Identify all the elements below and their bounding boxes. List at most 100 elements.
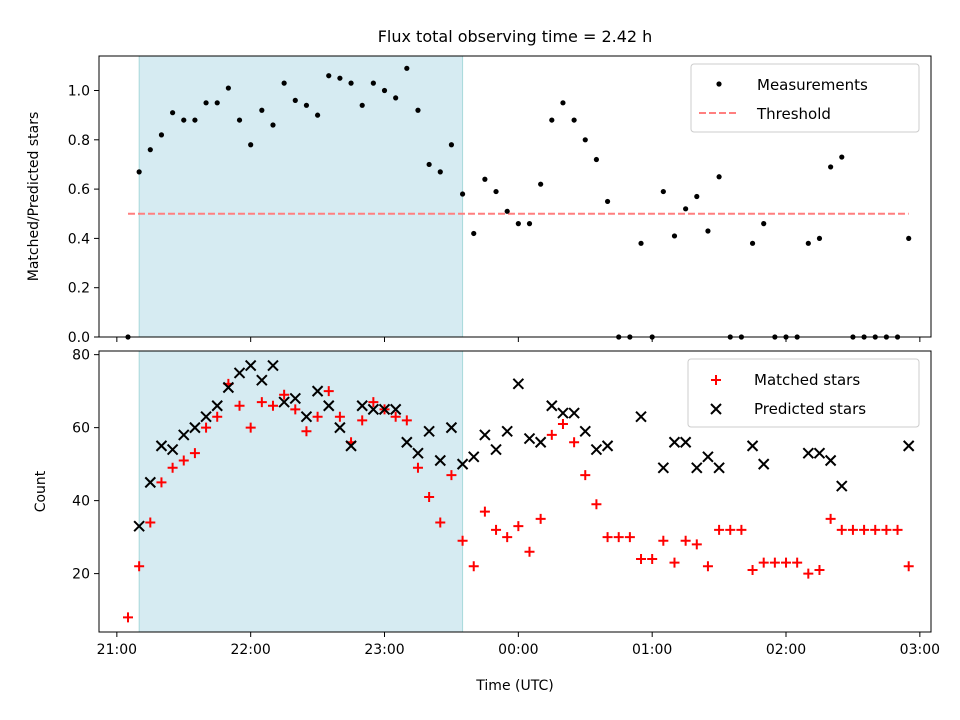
matched-star-point xyxy=(424,491,435,502)
measurement-point xyxy=(593,156,600,163)
measurement-point xyxy=(314,112,321,118)
matched-star-point xyxy=(368,397,379,408)
measurement-point xyxy=(404,65,410,71)
matched-star-point xyxy=(557,418,568,429)
matched-star-point xyxy=(769,557,780,568)
measurement-point xyxy=(828,164,834,170)
top-panel: 0.0 0.2 0.4 0.6 0.8 1.0 Matched/Predicted sta… xyxy=(26,55,932,346)
bottom-y-axis-label: Count xyxy=(33,470,49,512)
y-tick-label: 1.0 xyxy=(68,84,90,100)
measurement-point xyxy=(638,240,644,246)
predicted-star-point xyxy=(479,429,491,441)
measurement-point xyxy=(381,87,388,94)
measurement-point xyxy=(660,188,666,195)
measurement-point xyxy=(281,80,287,86)
predicted-star-point xyxy=(601,440,614,452)
matched-star-point xyxy=(803,568,814,579)
measurement-point xyxy=(761,221,767,227)
x-tick-label: 03:00 xyxy=(900,642,940,658)
matched-star-point xyxy=(334,411,345,422)
matched-star-point xyxy=(814,564,825,575)
matched-star-point xyxy=(569,437,580,448)
legend-predicted-marker xyxy=(710,403,722,415)
matched-star-point xyxy=(792,557,803,568)
legend-predicted-label: Predicted stars xyxy=(754,400,866,418)
measurement-point xyxy=(471,230,477,237)
measurement-point xyxy=(370,80,376,86)
measurement-point xyxy=(359,102,365,108)
matched-star-point xyxy=(390,411,401,422)
matched-star-point xyxy=(156,477,167,488)
matched-star-point xyxy=(357,415,368,426)
matched-star-point xyxy=(301,426,312,437)
matched-star-point xyxy=(602,532,613,543)
measurement-point xyxy=(214,100,220,106)
matched-star-point xyxy=(881,524,892,535)
predicted-star-point xyxy=(278,396,290,408)
measurement-point xyxy=(158,132,165,138)
matched-star-point xyxy=(234,400,245,411)
predicted-star-point xyxy=(579,425,591,437)
predicted-star-point xyxy=(222,381,235,394)
predicted-star-point xyxy=(211,400,223,412)
matched-star-point xyxy=(290,404,301,415)
predicted-star-point xyxy=(345,440,357,452)
predicted-star-point xyxy=(256,374,268,386)
count-points xyxy=(122,359,915,623)
top-y-axis-label: Matched/Predicted stars xyxy=(26,112,42,282)
matched-star-point xyxy=(624,532,635,543)
matched-star-point xyxy=(580,470,591,481)
legend-measurements-label: Measurements xyxy=(757,76,868,94)
measurement-point xyxy=(415,107,421,113)
predicted-star-point xyxy=(512,378,525,390)
predicted-star-point xyxy=(456,458,469,470)
matched-star-point xyxy=(122,612,133,623)
y-tick-label: 20 xyxy=(72,567,90,583)
predicted-star-point xyxy=(490,443,502,456)
matched-star-point xyxy=(535,513,546,524)
predicted-star-point xyxy=(758,458,770,470)
bottom-axes-frame xyxy=(98,350,932,633)
measurement-point xyxy=(839,154,845,160)
measurement-point xyxy=(560,100,566,106)
predicted-star-point xyxy=(679,436,692,448)
predicted-star-point xyxy=(568,407,580,419)
measurement-point xyxy=(515,221,521,227)
matched-star-point xyxy=(725,524,736,535)
measurement-point xyxy=(482,176,488,182)
measurement-point xyxy=(270,122,276,128)
x-tick-label: 23:00 xyxy=(364,642,404,658)
predicted-star-point xyxy=(233,367,246,379)
matched-star-point xyxy=(435,517,446,528)
measurement-point xyxy=(136,169,142,175)
matched-star-point xyxy=(691,539,702,550)
legend-matched-marker xyxy=(711,375,721,385)
predicted-star-point xyxy=(802,447,815,459)
matched-star-point xyxy=(781,557,792,568)
predicted-star-point xyxy=(244,359,257,372)
measurement-points xyxy=(125,65,912,340)
matched-star-point xyxy=(212,411,223,422)
x-tick-label: 02:00 xyxy=(766,642,806,658)
predicted-star-point xyxy=(189,421,201,434)
predicted-star-point xyxy=(813,447,826,459)
matched-star-point xyxy=(145,517,156,528)
matched-star-point xyxy=(323,386,334,397)
measurement-point xyxy=(906,235,912,242)
matched-star-point xyxy=(201,422,212,433)
matched-star-point xyxy=(546,429,557,440)
measurement-point xyxy=(582,137,588,143)
measurement-point xyxy=(816,235,823,242)
observing-window-shade xyxy=(138,55,464,338)
measurement-point xyxy=(326,73,332,79)
measurement-point xyxy=(705,228,711,234)
matched-star-point xyxy=(892,524,903,535)
measurement-point xyxy=(203,100,209,106)
predicted-star-point xyxy=(378,403,391,416)
measurement-point xyxy=(292,97,298,103)
predicted-star-point xyxy=(412,447,424,459)
predicted-star-point xyxy=(267,359,279,372)
predicted-star-point xyxy=(133,520,145,532)
predicted-star-point xyxy=(401,436,413,448)
bottom-legend: Matched stars Predicted stars xyxy=(687,358,920,428)
